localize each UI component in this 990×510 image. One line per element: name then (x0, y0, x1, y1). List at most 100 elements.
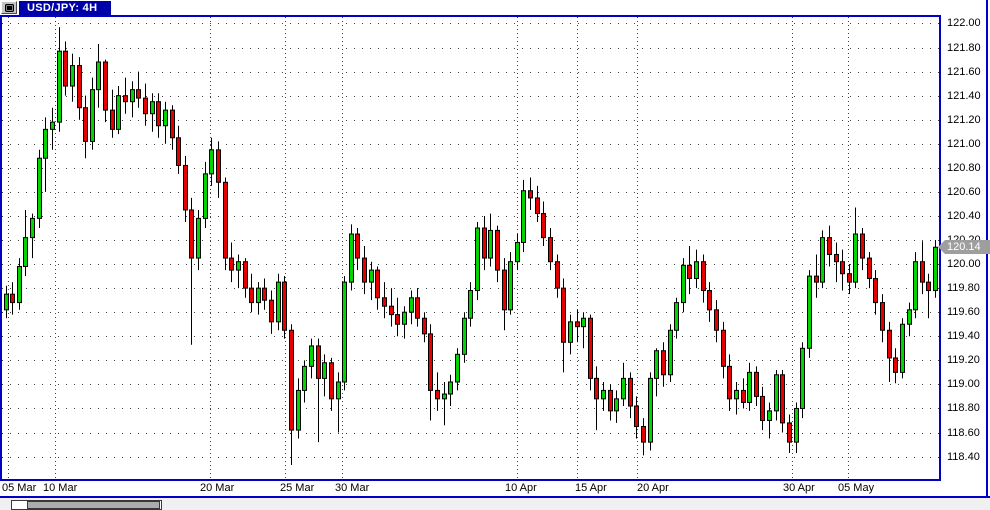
price-axis-label: 121.40 (947, 90, 981, 102)
candle-down (714, 309, 719, 331)
candle-down (103, 61, 108, 111)
candle-down (787, 422, 792, 443)
candle-up (448, 381, 453, 395)
candle-down (123, 95, 128, 103)
date-axis-label: 15 Apr (575, 482, 607, 494)
candle-up (17, 266, 22, 304)
candle-up (648, 377, 653, 443)
candle-down (608, 389, 613, 412)
candle-up (654, 350, 659, 379)
candlestick-chart[interactable] (0, 15, 941, 481)
candle-up (820, 237, 825, 283)
candle-up (800, 347, 805, 409)
candle-down (555, 261, 560, 289)
candle-up (521, 190, 526, 243)
candle-up (23, 237, 28, 268)
candle-down (63, 50, 68, 87)
candle-up (674, 302, 679, 331)
candle-up (402, 311, 407, 325)
candle-up (508, 261, 513, 311)
candle-up (336, 381, 341, 400)
candle-down (249, 287, 254, 304)
candle-up (681, 264, 686, 304)
candle-up (568, 321, 573, 343)
candle-down (289, 329, 294, 431)
candle-down (269, 299, 274, 323)
candle-up (853, 233, 858, 283)
price-axis-label: 118.40 (947, 451, 980, 463)
candle-down (156, 101, 161, 127)
candle-down (860, 233, 865, 259)
candle-down (229, 257, 234, 271)
date-axis: 05 Mar 10 Mar 20 Mar 25 Mar 30 Mar 10 Apr 15 A… (0, 482, 946, 496)
date-axis-label: 05 Mar (2, 482, 37, 494)
candle-down (634, 405, 639, 428)
bottom-frame-border (0, 496, 990, 498)
candle-up (4, 293, 9, 311)
candle-up (747, 371, 752, 403)
candle-down (887, 329, 892, 359)
candle-up (900, 323, 905, 373)
price-axis-label: 118.80 (947, 402, 980, 414)
candle-up (150, 101, 155, 115)
candle-up (70, 65, 75, 87)
candle-up (130, 89, 135, 103)
candle-down (143, 97, 148, 115)
candle-up (774, 374, 779, 412)
candle-down (282, 281, 287, 331)
candle-up (196, 217, 201, 259)
candle-down (661, 350, 666, 376)
candle-down (375, 269, 380, 299)
candle-up (50, 121, 55, 130)
chart-window-icon[interactable] (1, 1, 17, 14)
chart-title-bar[interactable]: USD/JPY: 4H (1, 1, 112, 15)
date-axis-label: 10 Mar (43, 482, 78, 494)
candle-up (302, 365, 307, 391)
candle-down (867, 257, 872, 280)
candle-down (83, 107, 88, 142)
candle-up (322, 362, 327, 379)
candle-up (116, 95, 121, 130)
candle-up (43, 128, 48, 159)
candle-up (90, 89, 95, 142)
candle-down (687, 264, 692, 280)
current-price-badge: 120.14 (938, 240, 990, 254)
candle-down (216, 149, 221, 183)
candle-down (561, 287, 566, 343)
candle-down (183, 164, 188, 211)
candle-down (840, 261, 845, 275)
date-axis-label: 20 Mar (200, 482, 235, 494)
date-axis-label: 05 May (838, 482, 875, 494)
candle-down (428, 333, 433, 391)
h-scrollbar-track[interactable] (11, 500, 162, 510)
price-badge-arrow-icon (938, 240, 945, 254)
candle-down (189, 209, 194, 259)
candle-down (760, 395, 765, 421)
candle-up (907, 309, 912, 325)
candle-down (926, 281, 931, 292)
candle-down (176, 137, 181, 166)
candle-down (873, 278, 878, 304)
candle-up (913, 261, 918, 311)
candle-up (767, 410, 772, 421)
candle-down (10, 293, 15, 304)
price-axis-label: 120.00 (947, 258, 981, 270)
price-axis-label: 120.40 (947, 210, 981, 222)
candles-layer (4, 27, 938, 465)
candle-up (468, 290, 473, 319)
candle-up (409, 297, 414, 313)
candle-up (807, 275, 812, 349)
date-axis-label: 10 Apr (505, 482, 537, 494)
candle-down (754, 371, 759, 397)
candle-down (594, 377, 599, 400)
h-scrollbar-thumb[interactable] (27, 501, 160, 509)
candle-down (495, 229, 500, 271)
candle-up (601, 389, 606, 400)
candle-down (362, 257, 367, 283)
candle-up (309, 345, 314, 367)
price-axis-label: 122.00 (947, 17, 981, 29)
candle-up (933, 246, 938, 292)
candle-up (694, 261, 699, 280)
candle-up (462, 317, 467, 355)
